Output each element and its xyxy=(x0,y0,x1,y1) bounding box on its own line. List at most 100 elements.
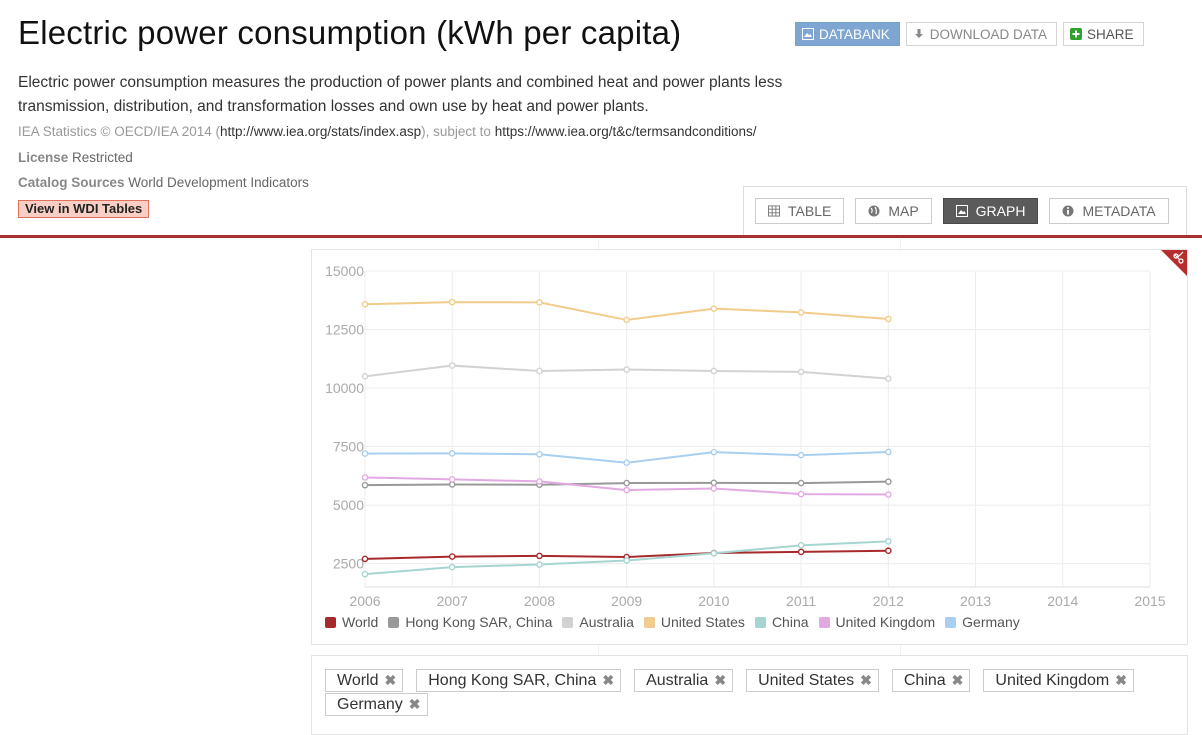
table-icon xyxy=(768,205,780,217)
column-guide xyxy=(900,645,901,655)
tab-map[interactable]: MAP xyxy=(855,198,932,224)
legend-label: United Kingdom xyxy=(835,614,936,630)
data-point-united-states xyxy=(448,298,456,306)
x-tick-label: 2015 xyxy=(1134,593,1165,609)
data-point-australia xyxy=(623,366,630,373)
corner-ribbon[interactable] xyxy=(1161,250,1187,276)
data-point-germany xyxy=(797,451,805,459)
view-in-wdi-button[interactable]: View in WDI Tables xyxy=(18,200,150,218)
country-chip: Germany ✖ xyxy=(325,693,428,716)
country-chip-label: Germany xyxy=(337,695,403,713)
license-label: License xyxy=(18,150,69,165)
remove-icon[interactable]: ✖ xyxy=(1115,672,1127,688)
tab-graph-label: GRAPH xyxy=(975,203,1026,219)
data-point-germany xyxy=(623,459,630,467)
data-point-germany xyxy=(361,450,369,457)
chart-panel: 15000 12500 10000 7500 5000 2500 2006 2007 2008 2… xyxy=(311,249,1188,645)
databank-button[interactable]: DATABANK xyxy=(795,22,900,46)
legend-item[interactable]: United Kingdom xyxy=(818,614,936,630)
data-point-united-kingdom xyxy=(361,474,369,481)
source-line: IEA Statistics © OECD/IEA 2014 (http://w… xyxy=(18,124,757,139)
legend-item[interactable]: World xyxy=(325,614,378,630)
tab-metadata-label: METADATA xyxy=(1082,203,1156,219)
x-tick-label: 2007 xyxy=(437,593,468,609)
data-point-united-kingdom xyxy=(536,478,543,485)
remove-icon[interactable]: ✖ xyxy=(408,696,421,712)
data-point-united-kingdom xyxy=(885,491,892,498)
country-chip-label: United States xyxy=(758,671,855,689)
download-label: DOWNLOAD DATA xyxy=(929,26,1048,42)
download-data-button[interactable]: DOWNLOAD DATA xyxy=(905,22,1058,46)
y-tick-label: 5000 xyxy=(333,497,364,513)
top-actions: DATABANK DOWNLOAD DATA SHARE xyxy=(795,22,1144,46)
country-chip-label: Hong Kong SAR, China xyxy=(428,671,597,689)
data-point-united-states xyxy=(536,299,543,306)
license-row: License Restricted xyxy=(18,150,133,165)
legend-swatch xyxy=(562,616,574,628)
country-chip: United States ✖ xyxy=(746,669,879,692)
share-button[interactable]: SHARE xyxy=(1063,22,1144,46)
data-point-hong-kong-sar-china xyxy=(710,479,718,487)
data-point-united-states xyxy=(623,316,630,324)
remove-icon[interactable]: ✖ xyxy=(860,672,872,688)
tab-metadata[interactable]: METADATA xyxy=(1049,198,1169,224)
legend-item[interactable]: Australia xyxy=(562,614,634,630)
legend-item[interactable]: Hong Kong SAR, China xyxy=(388,614,552,630)
x-tick-label: 2009 xyxy=(611,593,642,609)
plus-icon xyxy=(1070,28,1083,40)
globe-icon xyxy=(868,205,880,217)
license-value: Restricted xyxy=(72,150,133,165)
data-point-united-states xyxy=(797,309,805,316)
data-point-united-states xyxy=(885,315,892,323)
remove-icon[interactable]: ✖ xyxy=(714,672,727,688)
legend-item[interactable]: Germany xyxy=(945,614,1020,630)
data-point-australia xyxy=(448,362,456,369)
header-divider xyxy=(0,235,1202,238)
line-chart: 15000 12500 10000 7500 5000 2500 2006 2007 2008 2… xyxy=(325,263,1166,609)
info-icon xyxy=(1062,205,1074,217)
data-point-china xyxy=(361,570,369,578)
y-tick-label: 2500 xyxy=(333,556,364,572)
x-tick-label: 2006 xyxy=(349,593,380,609)
data-point-australia xyxy=(797,368,805,376)
tab-graph[interactable]: GRAPH xyxy=(942,198,1039,224)
data-point-china xyxy=(448,563,456,571)
tab-table[interactable]: TABLE xyxy=(755,198,845,224)
remove-icon[interactable]: ✖ xyxy=(951,672,964,688)
chart-legend: World Hong Kong SAR, China Australia United… xyxy=(325,614,1020,630)
remove-icon[interactable]: ✖ xyxy=(384,672,397,688)
data-point-united-states xyxy=(361,300,369,308)
terms-link[interactable]: https://www.iea.org/t&c/termsandconditio… xyxy=(494,124,757,139)
legend-label: United States xyxy=(660,614,745,630)
databank-label: DATABANK xyxy=(819,26,890,42)
share-label: SHARE xyxy=(1087,26,1134,42)
legend-swatch xyxy=(818,616,830,628)
country-chip: Australia ✖ xyxy=(634,669,734,692)
data-point-china xyxy=(536,561,543,568)
legend-swatch xyxy=(945,616,957,628)
catalog-row: Catalog Sources World Development Indica… xyxy=(18,175,309,190)
legend-label: World xyxy=(342,614,379,630)
remove-icon[interactable]: ✖ xyxy=(602,672,615,688)
y-tick-label: 10000 xyxy=(325,380,364,396)
source-link[interactable]: http://www.iea.org/stats/index.asp xyxy=(220,124,422,139)
legend-swatch xyxy=(388,616,400,628)
source-prefix: IEA Statistics © OECD/IEA 2014 ( xyxy=(18,124,221,139)
data-point-china xyxy=(885,538,892,545)
data-point-hong-kong-sar-china xyxy=(797,479,805,487)
column-guide xyxy=(598,645,599,655)
data-point-world xyxy=(448,553,456,560)
catalog-label: Catalog Sources xyxy=(18,175,125,190)
data-point-united-kingdom xyxy=(623,486,630,494)
data-point-germany xyxy=(710,448,718,456)
indicator-description: Electric power consumption measures the … xyxy=(18,74,783,115)
legend-label: Hong Kong SAR, China xyxy=(405,614,553,630)
legend-item[interactable]: United States xyxy=(643,614,745,630)
data-point-china xyxy=(710,549,718,557)
data-point-germany xyxy=(448,450,456,457)
source-middle: ), subject to xyxy=(421,124,495,139)
legend-item[interactable]: China xyxy=(754,614,809,630)
legend-label: Australia xyxy=(579,614,634,630)
data-point-china xyxy=(797,542,805,549)
data-point-australia xyxy=(710,367,718,375)
